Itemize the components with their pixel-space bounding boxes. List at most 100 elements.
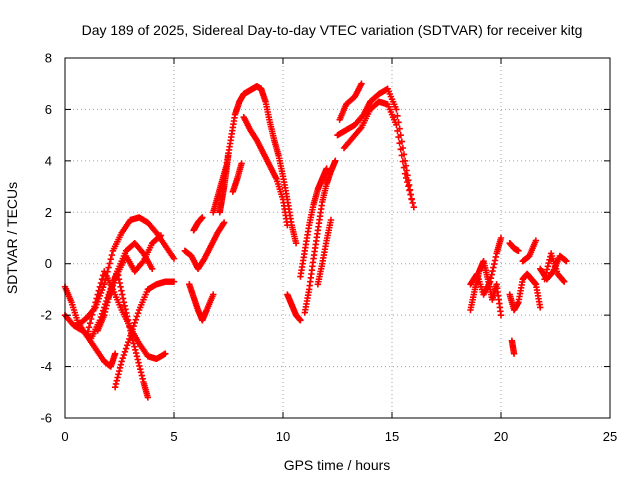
axis-ticks: 0 5 10 15 20 25 -6 -4 -2 0 2 4 6 8: [40, 51, 617, 445]
data-point: [119, 291, 126, 298]
data-point: [396, 139, 403, 147]
series-20: [336, 80, 365, 123]
series-1: [61, 239, 156, 342]
data-point: [149, 265, 156, 273]
y-tick-label: 4: [45, 153, 52, 168]
data-point: [134, 356, 141, 363]
data-point: [103, 302, 110, 309]
data-point: [220, 219, 228, 226]
data-point: [395, 133, 402, 141]
data-point: [130, 340, 137, 347]
y-tick-label: 8: [45, 51, 52, 66]
data-point: [497, 311, 505, 319]
data-point: [543, 266, 551, 273]
series-6: [105, 232, 165, 301]
data-point: [101, 308, 109, 316]
data-point: [323, 165, 330, 172]
data-point: [129, 326, 136, 333]
data-point: [104, 299, 111, 306]
data-point: [123, 309, 130, 317]
series-21: [467, 257, 505, 319]
data-point: [134, 310, 142, 317]
grid: [65, 58, 610, 418]
data-point: [210, 291, 217, 298]
data-point: [543, 269, 550, 276]
data-point: [112, 380, 120, 388]
data-point: [139, 375, 146, 382]
data-point: [292, 239, 300, 247]
data-point: [400, 164, 408, 171]
data-point: [127, 332, 134, 339]
data-point: [404, 178, 411, 186]
data-point: [132, 346, 139, 354]
data-point: [492, 253, 500, 261]
series-17: [314, 216, 335, 288]
data-point: [93, 295, 100, 302]
data-point: [135, 359, 142, 366]
data-point: [111, 350, 119, 357]
data-point: [85, 324, 93, 331]
series-9: [181, 219, 228, 273]
data-point: [515, 247, 522, 255]
data-point: [116, 367, 123, 375]
data-point: [130, 322, 137, 330]
data-point: [116, 364, 124, 372]
data-point: [95, 287, 102, 294]
data-point: [170, 255, 178, 262]
data-point: [86, 319, 94, 327]
series-24: [506, 239, 522, 255]
data-point: [98, 275, 106, 283]
y-tick-label: -4: [40, 359, 52, 374]
data-point: [542, 272, 549, 280]
x-tick-label: 20: [494, 429, 508, 444]
y-tick-label: 2: [45, 205, 52, 220]
data-point: [357, 125, 364, 132]
data-point: [126, 335, 133, 343]
data-point: [284, 221, 291, 229]
series-8: [190, 214, 206, 234]
data-point: [123, 342, 131, 349]
data-point: [128, 329, 135, 336]
data-point: [563, 257, 570, 265]
data-point: [136, 362, 143, 370]
data-point: [119, 295, 127, 302]
data-point: [117, 361, 125, 368]
data-point: [137, 369, 145, 376]
data-point: [488, 271, 495, 278]
data-point: [297, 317, 304, 324]
x-tick-label: 15: [385, 429, 399, 444]
data-point: [129, 337, 137, 344]
data-point: [132, 316, 140, 323]
x-axis-title: GPS time / hours: [284, 457, 391, 473]
data-point: [116, 279, 123, 287]
series-14: [284, 291, 304, 324]
data-point: [133, 313, 141, 320]
data-point: [510, 350, 518, 357]
data-point: [162, 350, 169, 357]
chart-title: Day 189 of 2025, Sidereal Day-to-day VTE…: [82, 22, 583, 38]
data-point: [537, 304, 544, 311]
data-point: [489, 267, 496, 275]
data-point: [125, 338, 132, 346]
data-point: [107, 256, 114, 263]
data-point: [119, 355, 126, 362]
series-28: [541, 250, 568, 285]
data-point: [137, 365, 144, 373]
data-point: [332, 157, 339, 165]
data-point: [156, 233, 164, 240]
data-point: [398, 152, 406, 159]
y-tick-label: -6: [40, 411, 52, 426]
data-point: [545, 259, 552, 267]
y-axis-title: SDTVAR / TECUs: [4, 182, 20, 294]
data-point: [409, 199, 416, 207]
data-point: [120, 351, 128, 359]
data-point: [101, 311, 108, 319]
data-point: [399, 158, 407, 165]
data-point: [394, 127, 401, 135]
data-point: [490, 264, 497, 271]
data-point: [405, 183, 412, 190]
data-point: [132, 349, 140, 357]
data-point: [410, 203, 417, 211]
data-point: [114, 374, 121, 381]
